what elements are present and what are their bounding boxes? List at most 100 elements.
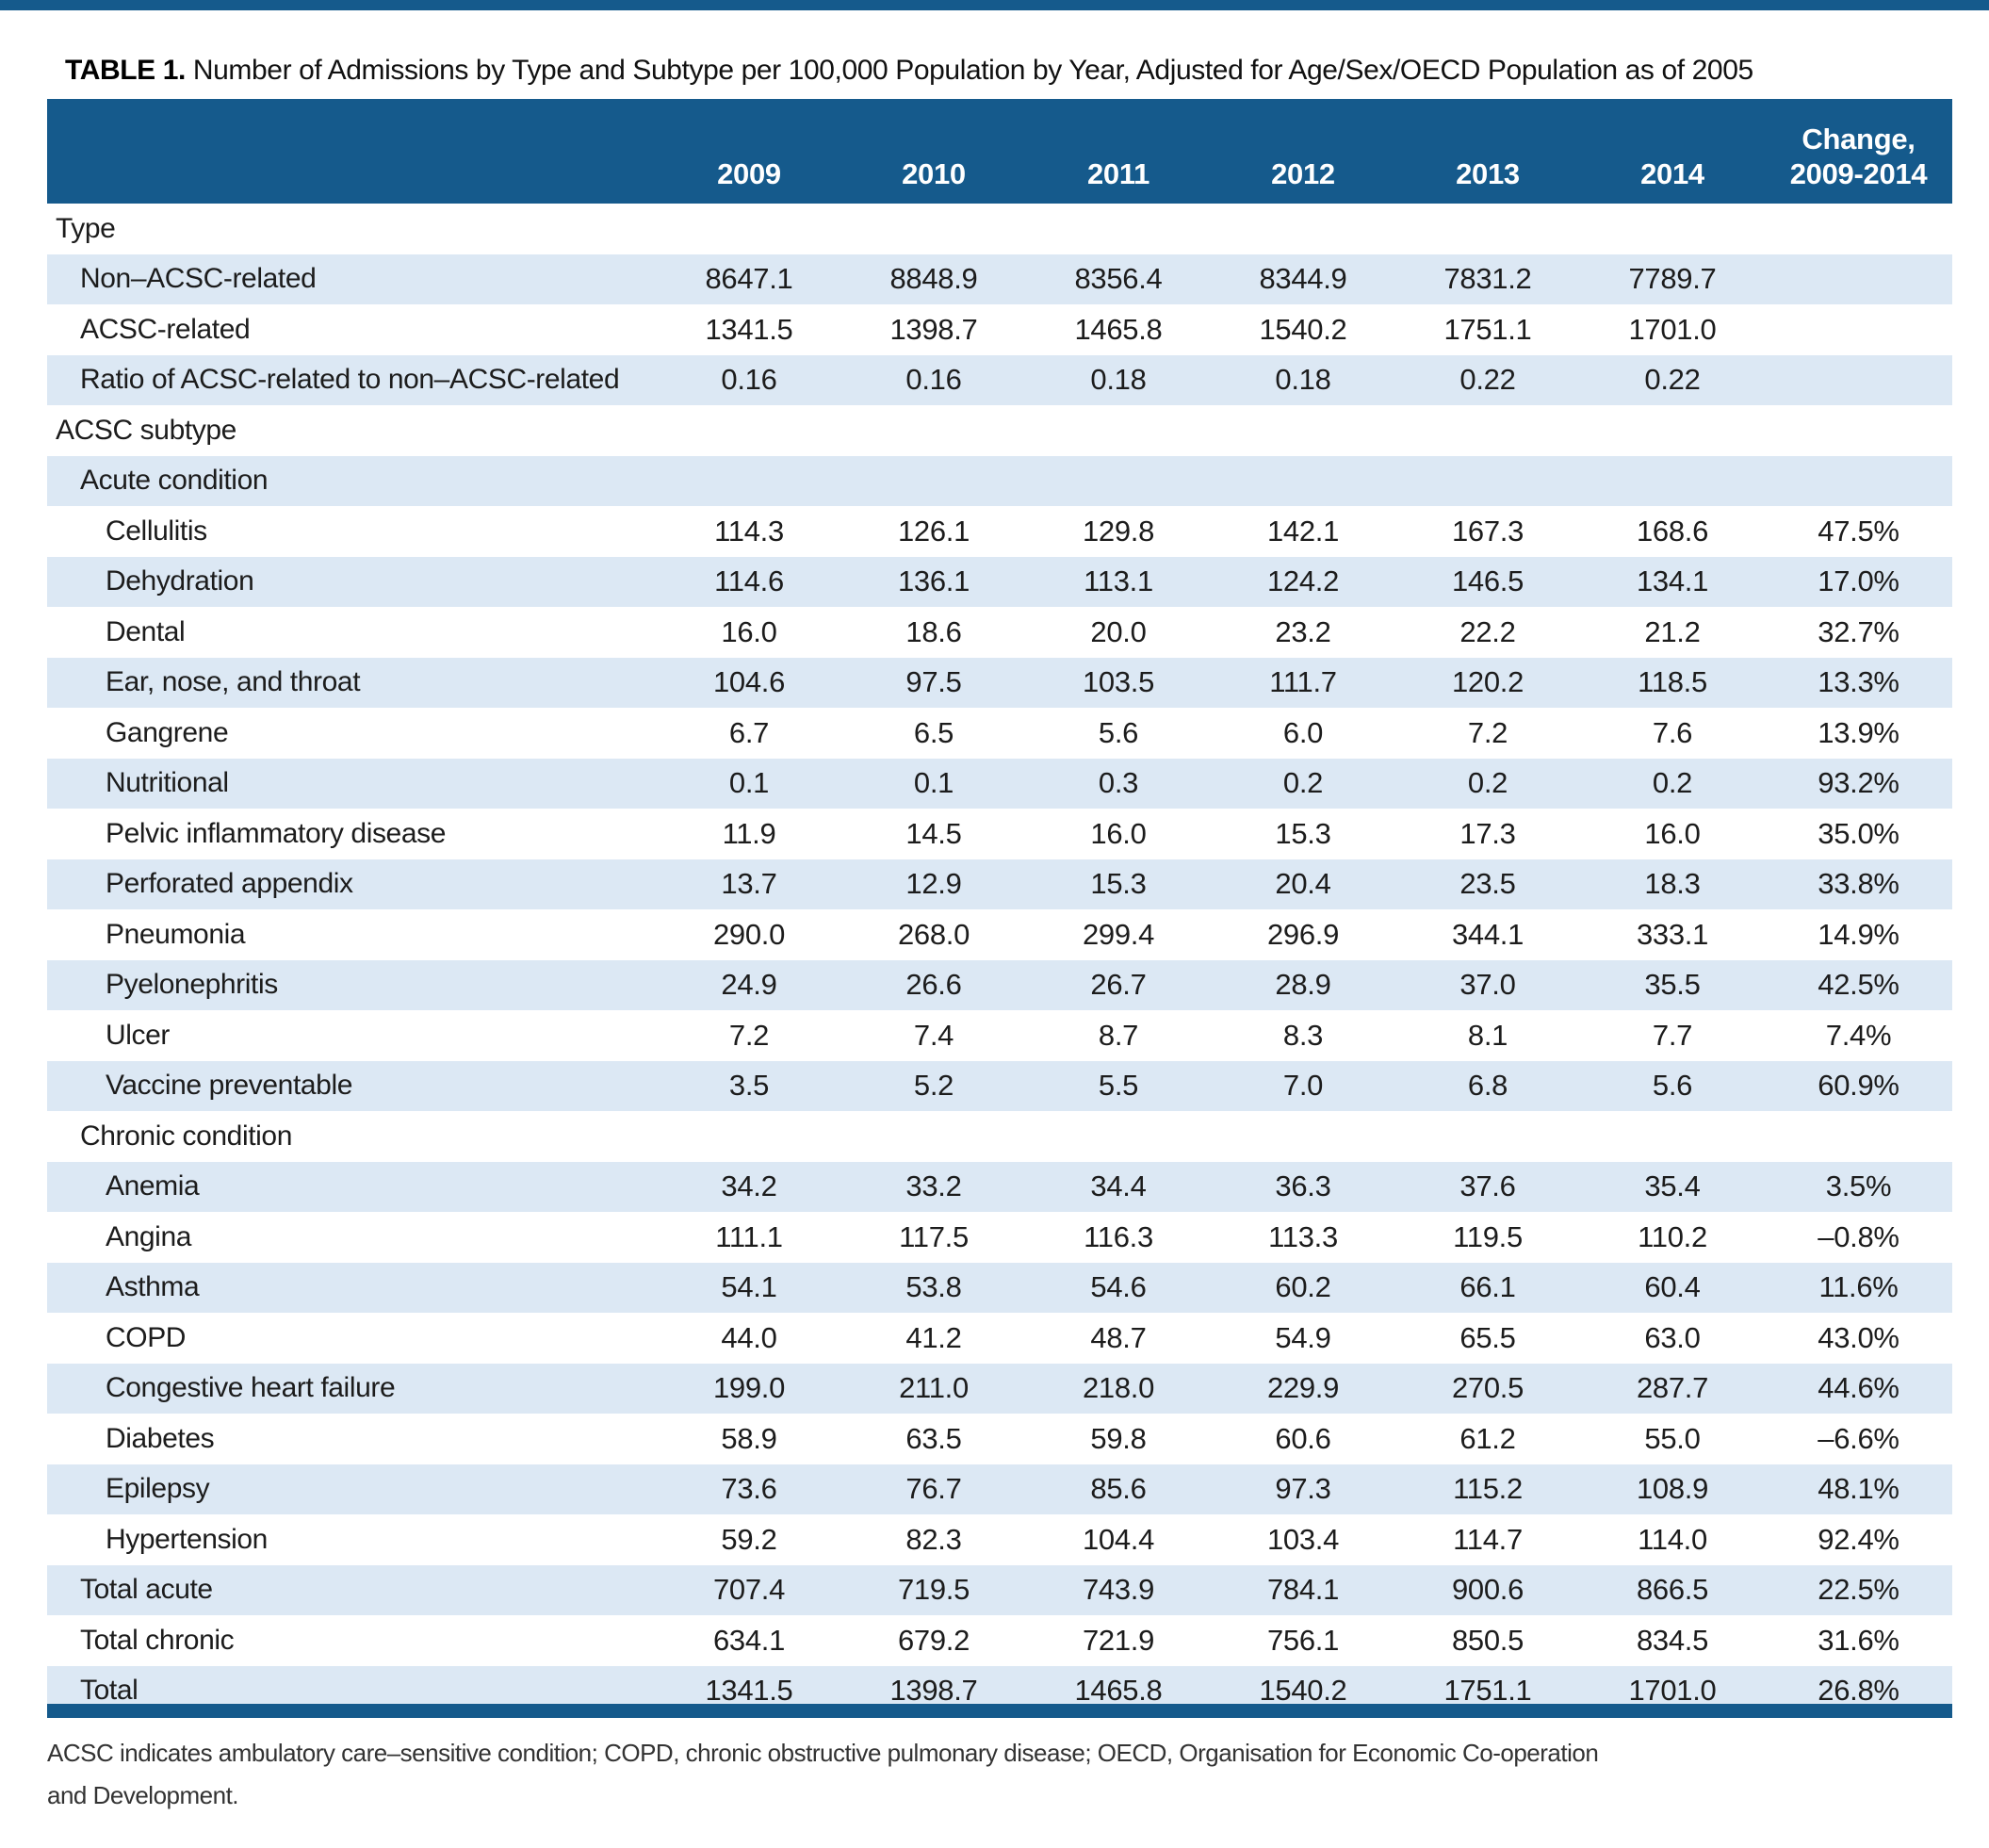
cell-change: –0.8%: [1818, 1219, 1899, 1253]
cell-value-2014: 834.5: [1636, 1623, 1709, 1657]
cell-change: 13.3%: [1765, 657, 1952, 708]
cell-change: [1765, 204, 1952, 254]
cell-value-2009: 199.0: [657, 1363, 841, 1414]
header-year-2013: 2013: [1395, 99, 1580, 204]
cell-value-2014: 168.6: [1636, 514, 1709, 548]
top-accent-bar: [0, 0, 1989, 10]
cell-value-2010: 76.7: [841, 1464, 1026, 1514]
cell-value-2010: 63.5: [905, 1421, 962, 1455]
cell-value-2012: [1211, 1111, 1395, 1162]
table-row: Perforated appendix 13.7 12.9 15.3 20.4 23.5 1…: [47, 859, 1952, 909]
cell-change: 17.0%: [1765, 556, 1952, 607]
cell-value-2009: 8647.1: [657, 253, 841, 304]
row-label: COPD: [106, 1321, 187, 1353]
header-year-2010: 2010: [841, 99, 1026, 204]
table-row: Anemia 34.2 33.2 34.4 36.3 37.6 35.4 3.5%: [47, 1161, 1952, 1212]
cell-value-2009: 73.6: [657, 1464, 841, 1514]
cell-value-2012: [1211, 204, 1395, 254]
cell-value-2009: [657, 455, 841, 506]
header-year-2012: 2012: [1211, 99, 1395, 204]
cell-change: [1765, 405, 1952, 456]
cell-value-2012: 54.9: [1275, 1320, 1331, 1354]
header-year-2014: 2014: [1580, 99, 1765, 204]
cell-value-2011: 129.8: [1082, 514, 1155, 548]
cell-value-2013: 146.5: [1395, 556, 1580, 607]
cell-change: 92.4%: [1818, 1522, 1899, 1556]
row-label: Perforated appendix: [47, 859, 657, 909]
cell-value-2009: 6.7: [728, 715, 770, 749]
cell-value-2011: 34.4: [1026, 1161, 1211, 1212]
table-row: Cellulitis 114.3 126.1 129.8 142.1 167.3 168.6…: [47, 506, 1952, 557]
cell-value-2011: 8356.4: [1026, 253, 1211, 304]
cell-value-2013: 167.3: [1451, 514, 1524, 548]
table-body: Type Non–ACSC-related 8647.1 8848.9 8356.4 83…: [47, 204, 1952, 1716]
row-label: Asthma: [47, 1262, 657, 1313]
cell-value-2010: 719.5: [841, 1564, 1026, 1615]
row-label: Ratio of ACSC-related to non–ACSC-relate…: [47, 354, 657, 405]
cell-value-2010: 0.1: [841, 758, 1026, 809]
cell-value-2009: [657, 204, 841, 254]
cell-change: 47.5%: [1818, 514, 1899, 548]
cell-value-2012: 142.1: [1266, 514, 1340, 548]
cell-value-2010: [841, 405, 1026, 456]
cell-value-2014: 0.22: [1580, 354, 1765, 405]
cell-value-2011: 85.6: [1026, 1464, 1211, 1514]
cell-value-2012: 784.1: [1211, 1564, 1395, 1615]
cell-value-2013: 344.1: [1451, 917, 1524, 951]
cell-value-2013: 120.2: [1395, 657, 1580, 708]
cell-change: 42.5%: [1765, 959, 1952, 1010]
cell-value-2014: 118.5: [1580, 657, 1765, 708]
cell-value-2010: 8848.9: [841, 253, 1026, 304]
cell-value-2011: 8.7: [1098, 1018, 1139, 1052]
cell-value-2010: 268.0: [897, 917, 970, 951]
table-row: Nutritional 0.1 0.1 0.3 0.2 0.2 0.2 93.2%: [47, 758, 1952, 809]
cell-value-2009: 7.2: [728, 1018, 770, 1052]
cell-value-2013: 6.8: [1395, 1060, 1580, 1111]
row-label: Non–ACSC-related: [47, 253, 657, 304]
cell-value-2012: 7.0: [1211, 1060, 1395, 1111]
table-footnote: ACSC indicates ambulatory care–sensitive…: [47, 1732, 1599, 1817]
cell-value-2012: 113.3: [1268, 1219, 1338, 1253]
cell-value-2011: 59.8: [1090, 1421, 1147, 1455]
cell-value-2014: 114.0: [1638, 1522, 1707, 1556]
cell-value-2011: [1026, 405, 1211, 456]
cell-value-2013: 23.5: [1395, 859, 1580, 909]
row-label: Epilepsy: [47, 1464, 657, 1514]
cell-value-2010: 14.5: [905, 816, 962, 850]
row-label: Chronic condition: [80, 1120, 292, 1152]
cell-value-2010: 41.2: [905, 1320, 962, 1354]
cell-value-2009: 290.0: [712, 917, 786, 951]
row-label: ACSC-related: [80, 313, 251, 345]
cell-value-2011: 116.3: [1084, 1219, 1153, 1253]
cell-value-2009: 114.3: [714, 514, 784, 548]
cell-value-2010: 679.2: [897, 1623, 970, 1657]
cell-change: 48.1%: [1765, 1464, 1952, 1514]
cell-value-2014: [1580, 455, 1765, 506]
cell-value-2012: 296.9: [1266, 917, 1340, 951]
cell-value-2012: 229.9: [1211, 1363, 1395, 1414]
row-label: Pelvic inflammatory disease: [106, 817, 447, 849]
row-label: Pneumonia: [106, 918, 246, 950]
cell-value-2011: 218.0: [1026, 1363, 1211, 1414]
cell-value-2010: 33.2: [841, 1161, 1026, 1212]
cell-value-2012: 103.4: [1266, 1522, 1340, 1556]
cell-value-2010: 0.16: [841, 354, 1026, 405]
cell-value-2012: 60.6: [1275, 1421, 1331, 1455]
row-label: Angina: [106, 1220, 192, 1252]
cell-value-2014: 108.9: [1580, 1464, 1765, 1514]
row-label: Type: [56, 212, 116, 244]
header-change-line2: 2009-2014: [1789, 157, 1928, 190]
cell-value-2009: 11.9: [722, 816, 776, 850]
header-year-2009: 2009: [657, 99, 841, 204]
cell-value-2009: 16.0: [721, 614, 777, 648]
header-year-2011: 2011: [1026, 99, 1211, 204]
cell-value-2012: 756.1: [1266, 1623, 1340, 1657]
cell-value-2014: 110.2: [1638, 1219, 1707, 1253]
cell-value-2013: [1395, 455, 1580, 506]
cell-value-2009: 707.4: [657, 1564, 841, 1615]
row-label: Total chronic: [80, 1624, 235, 1656]
row-label: Acute condition: [47, 455, 657, 506]
cell-change: 35.0%: [1818, 816, 1899, 850]
cell-value-2011: 103.5: [1026, 657, 1211, 708]
